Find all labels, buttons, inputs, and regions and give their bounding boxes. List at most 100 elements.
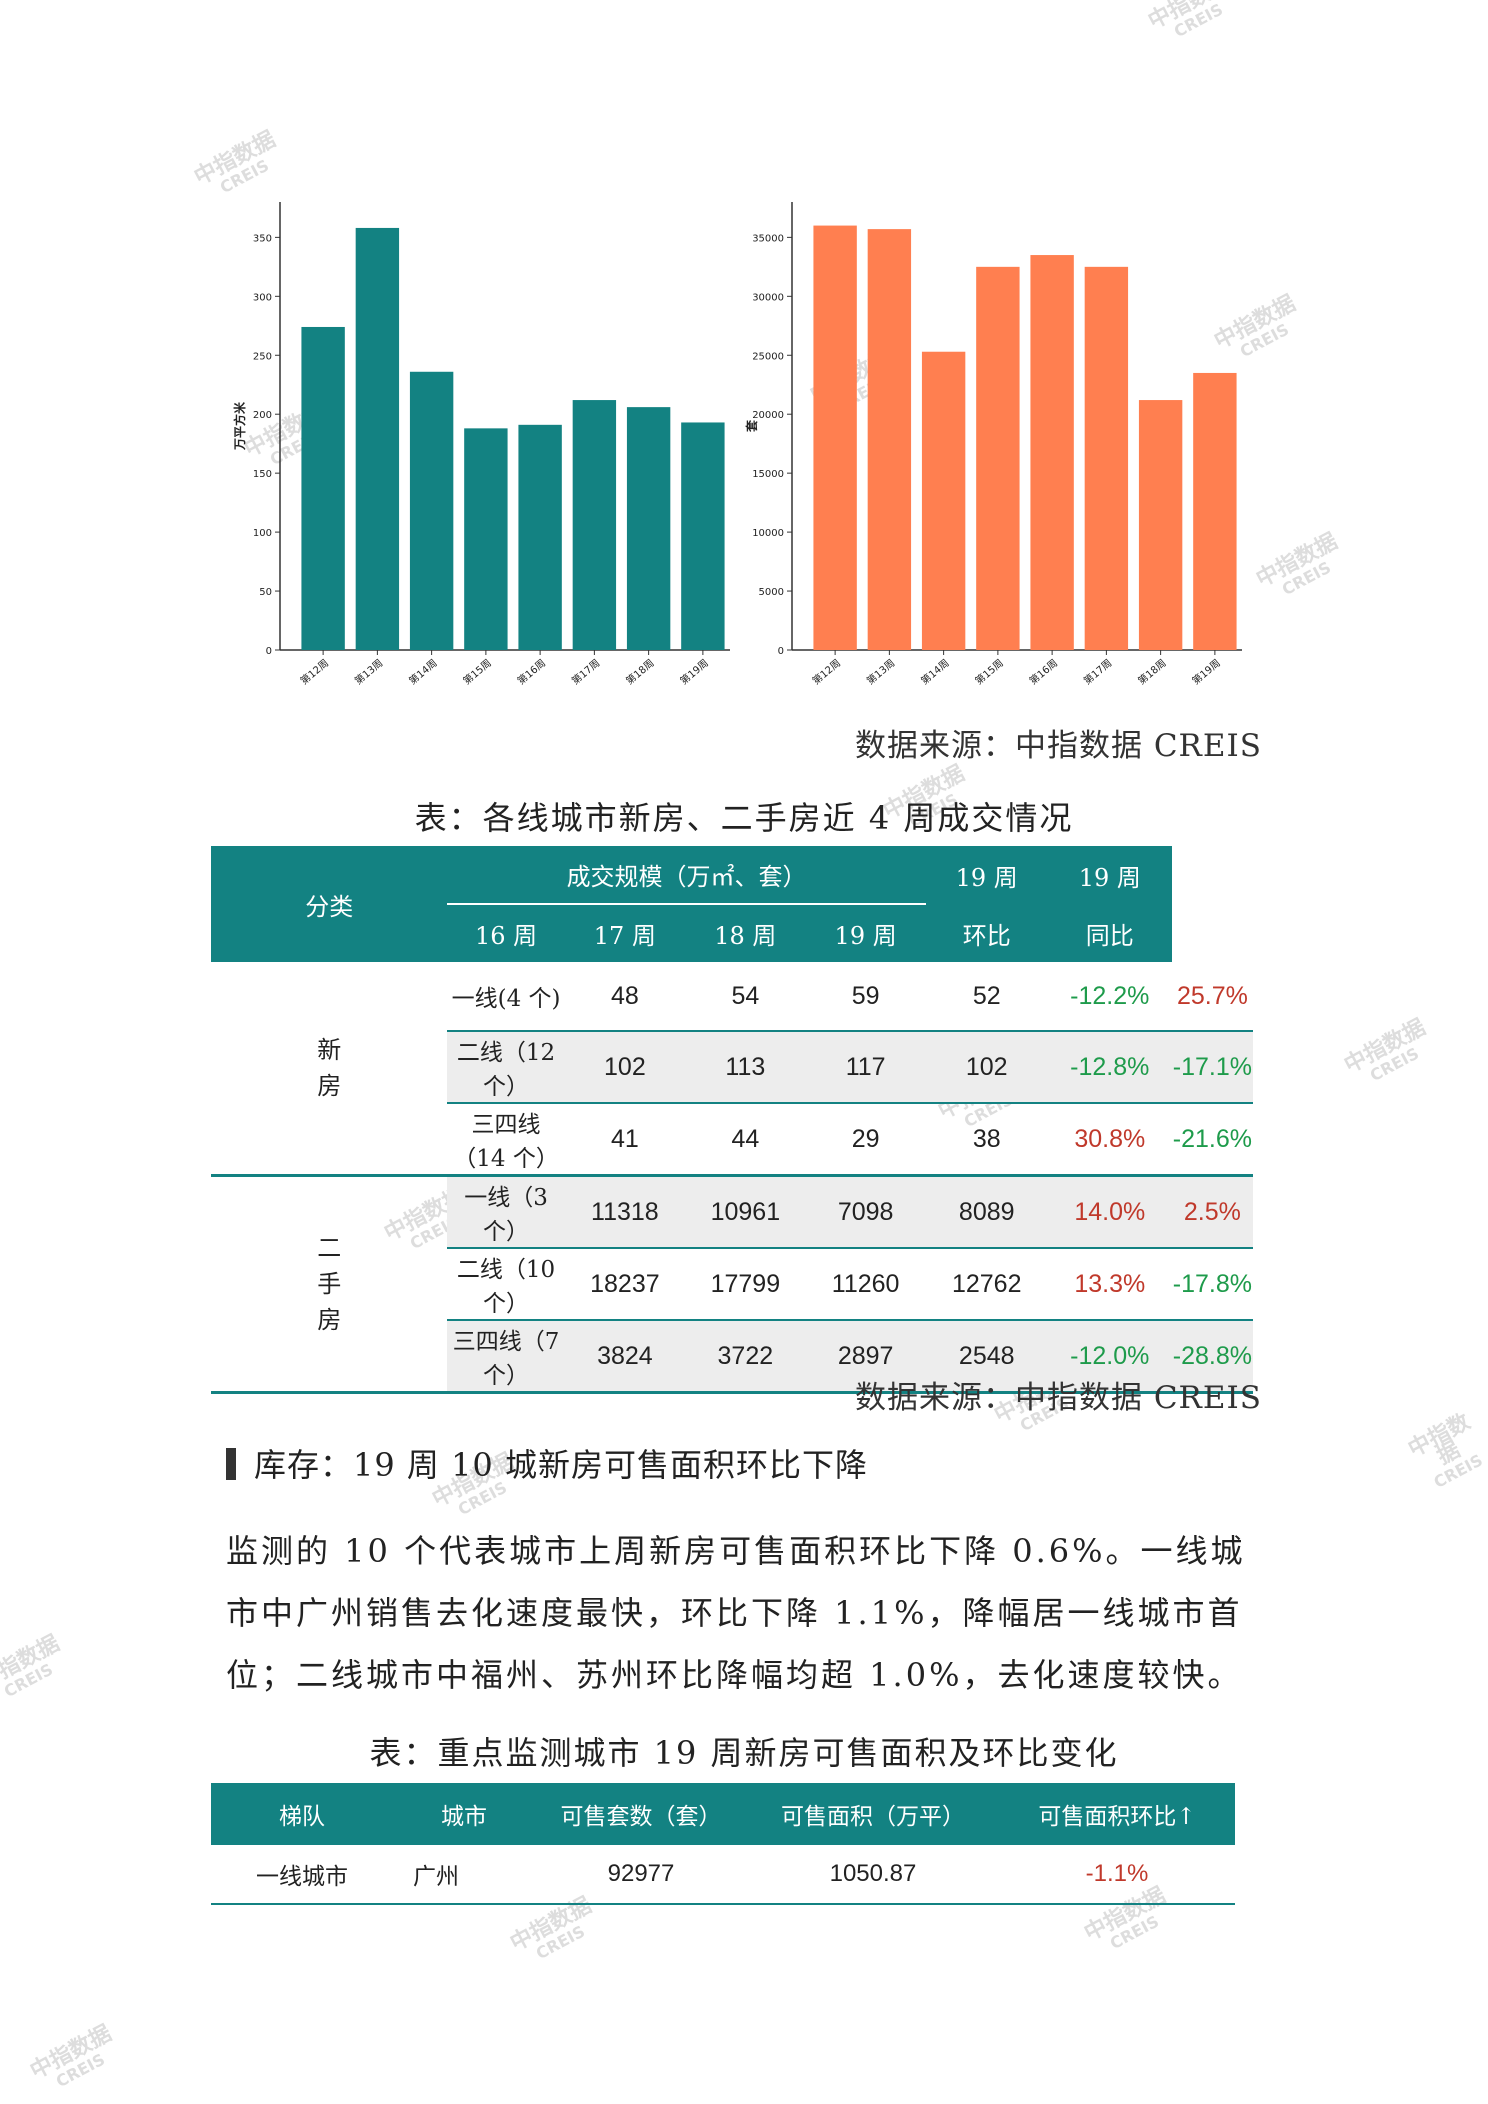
- new-home-units-bar-chart: 0 5000 10000 15000 20000 25000 30000 35000 套第12周…: [744, 202, 1242, 687]
- table-row: 三四线（14 个） 41 44 29 38 30.8% -21.6%: [211, 1103, 1253, 1177]
- section-marker: [226, 1448, 236, 1480]
- cell-mom: -12.0%: [1047, 1320, 1172, 1394]
- bar: [572, 400, 617, 650]
- bar: [1030, 255, 1074, 650]
- y-tick-label: 350: [253, 233, 272, 244]
- cell-w18: 117: [805, 1031, 926, 1104]
- x-tick-label: 第15周: [460, 656, 493, 687]
- cell-mom: -12.2%: [1047, 962, 1172, 1032]
- y-tick-label: 300: [253, 292, 272, 303]
- header-mom: 环比: [925, 904, 1048, 962]
- y-tick-label: 5000: [759, 587, 784, 598]
- cell-w17: 10961: [685, 1175, 806, 1249]
- bar: [976, 266, 1020, 650]
- cell-w19: 12762: [925, 1248, 1048, 1321]
- cell-w19: 102: [925, 1031, 1048, 1104]
- cell-w16: 41: [564, 1103, 686, 1177]
- bar: [1193, 372, 1237, 650]
- cell-w18: 11260: [805, 1248, 926, 1321]
- y-tick-label: 50: [259, 587, 272, 598]
- table2-caption: 表：重点监测城市 19 周新房可售面积及环比变化: [369, 1734, 1119, 1772]
- y-tick-label: 100: [253, 528, 272, 539]
- section-title: 库存：19 周 10 城新房可售面积环比下降: [254, 1446, 868, 1484]
- cell-yoy: -17.1%: [1171, 1031, 1253, 1104]
- table-row: 二手房 一线（3 个） 11318 10961 7098 8089 14.0% …: [211, 1175, 1253, 1394]
- cell-w16: 18237: [564, 1248, 686, 1321]
- cell-w16: 3824: [564, 1320, 686, 1394]
- bar: [355, 227, 400, 651]
- x-tick-label: 第14周: [406, 656, 439, 687]
- cell-mom: 14.0%: [1047, 1175, 1172, 1249]
- x-tick-label: 第14周: [918, 656, 951, 687]
- cell-w18: 2897: [805, 1320, 926, 1394]
- header-mom-week: 19 周: [925, 846, 1048, 904]
- bar: [626, 407, 671, 650]
- table-row: 二线（12 个） 102 113 117 102 -12.8% -17.1%: [211, 1031, 1253, 1104]
- bar: [301, 326, 345, 650]
- x-tick-label: 第18周: [1135, 656, 1168, 687]
- bar: [813, 225, 857, 650]
- bar: [464, 428, 508, 650]
- y-tick-label: 150: [253, 469, 272, 480]
- row-label: 二线（10 个）: [447, 1248, 565, 1321]
- cell-yoy: 25.7%: [1171, 962, 1253, 1032]
- data-source-note: 数据来源：中指数据 CREIS: [854, 728, 1262, 764]
- header-week: 17 周: [564, 904, 686, 962]
- header-units: 可售套数（套）: [535, 1783, 747, 1845]
- header-city: 城市: [393, 1783, 535, 1845]
- header-week: 18 周: [685, 904, 806, 962]
- table-row: 二线（10 个） 18237 17799 11260 12762 13.3% -…: [211, 1248, 1253, 1321]
- cell-w19: 38: [925, 1103, 1048, 1177]
- cell-mom: 30.8%: [1047, 1103, 1172, 1177]
- bar: [1138, 400, 1183, 650]
- y-tick-label: 10000: [752, 528, 784, 539]
- row-label: 三四线（7 个）: [447, 1320, 565, 1394]
- y-tick-label: 200: [253, 410, 272, 421]
- cell-w19: 2548: [925, 1320, 1048, 1394]
- cell-tier: 一线城市: [211, 1845, 393, 1905]
- x-tick-label: 第12周: [810, 656, 843, 687]
- x-tick-label: 第13周: [352, 656, 385, 687]
- header-area: 可售面积（万平）: [747, 1783, 999, 1845]
- x-tick-label: 第19周: [1189, 656, 1222, 687]
- cell-w19: 52: [925, 962, 1048, 1032]
- cell-yoy: -28.8%: [1171, 1320, 1253, 1394]
- row-label: 一线(4 个): [447, 962, 565, 1032]
- y-tick-label: 0: [266, 646, 272, 657]
- y-tick-label: 25000: [752, 351, 784, 362]
- cell-w18: 7098: [805, 1175, 926, 1249]
- cell-w18: 29: [805, 1103, 926, 1177]
- x-tick-label: 第16周: [515, 656, 548, 687]
- body-paragraph: 监测的 10 个代表城市上周新房可售面积环比下降 0.6%。一线城市中广州销售去…: [226, 1532, 1246, 1694]
- group-label-resale: 二手房: [211, 1175, 448, 1394]
- x-tick-label: 第18周: [623, 656, 656, 687]
- cell-w17: 3722: [685, 1320, 806, 1394]
- table-row: 三四线（7 个） 3824 3722 2897 2548 -12.0% -28.…: [211, 1320, 1253, 1394]
- x-tick-label: 第15周: [972, 656, 1005, 687]
- y-tick-label: 250: [253, 351, 272, 362]
- y-tick-label: 30000: [752, 292, 784, 303]
- cell-w16: 48: [564, 962, 686, 1032]
- bar: [681, 422, 725, 650]
- cell-units: 92977: [535, 1845, 747, 1905]
- bar: [1084, 266, 1129, 650]
- header-week: 16 周: [447, 904, 565, 962]
- table-row: 新房 一线(4 个) 48 54 59 52 -12.2% 25.7%: [211, 962, 1253, 1177]
- row-label: 三四线（14 个）: [447, 1103, 565, 1177]
- y-tick-label: 35000: [752, 233, 784, 244]
- header-yoy: 同比: [1047, 904, 1172, 962]
- bar: [409, 371, 454, 650]
- x-tick-label: 第13周: [864, 656, 897, 687]
- cell-mom: 13.3%: [1047, 1248, 1172, 1321]
- inventory-table: 梯队 城市 可售套数（套） 可售面积（万平） 可售面积环比↑ 一线城市 广州 9…: [211, 1783, 1235, 1905]
- bar: [518, 424, 562, 650]
- y-tick-label: 15000: [752, 469, 784, 480]
- group-label-new: 新房: [211, 962, 448, 1177]
- header-tier: 梯队: [211, 1783, 393, 1845]
- cell-w19: 8089: [925, 1175, 1048, 1249]
